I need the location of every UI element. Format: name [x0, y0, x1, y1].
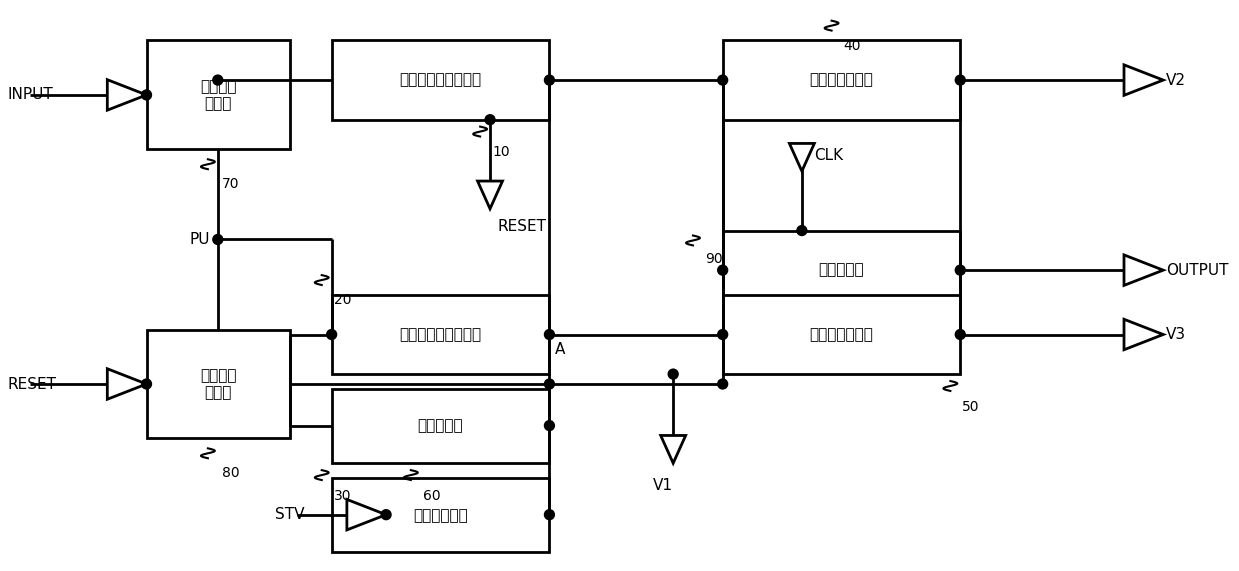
- Polygon shape: [108, 369, 146, 399]
- Text: RESET: RESET: [498, 219, 546, 234]
- Bar: [332, 41, 549, 120]
- Polygon shape: [477, 181, 503, 209]
- Text: 第一下拉子电路: 第一下拉子电路: [809, 73, 873, 87]
- Bar: [332, 478, 549, 552]
- Text: V2: V2: [1166, 73, 1186, 87]
- Bar: [332, 389, 549, 463]
- Text: OUTPUT: OUTPUT: [1166, 263, 1229, 278]
- Text: 90: 90: [705, 252, 722, 266]
- Text: RESET: RESET: [7, 376, 57, 392]
- Text: 30: 30: [333, 489, 351, 503]
- Circle shape: [717, 379, 727, 389]
- Polygon shape: [1124, 65, 1163, 95]
- Polygon shape: [1124, 319, 1163, 350]
- Text: 70: 70: [222, 177, 239, 191]
- Text: V3: V3: [1166, 327, 1186, 342]
- Text: 第一输入
子电路: 第一输入 子电路: [199, 79, 237, 111]
- Text: CLK: CLK: [814, 148, 843, 163]
- Text: 50: 50: [963, 400, 980, 414]
- Circle shape: [955, 75, 965, 85]
- Bar: [146, 329, 290, 439]
- Bar: [146, 41, 290, 150]
- Circle shape: [213, 235, 223, 244]
- Text: STV: STV: [275, 507, 305, 522]
- Bar: [722, 231, 960, 309]
- Circle shape: [382, 510, 392, 520]
- Circle shape: [486, 115, 496, 124]
- Circle shape: [668, 369, 678, 379]
- Text: 40: 40: [844, 38, 861, 53]
- Circle shape: [717, 265, 727, 275]
- Text: 10: 10: [492, 146, 509, 159]
- Text: 储能子电路: 储能子电路: [418, 419, 463, 433]
- Bar: [722, 41, 960, 120]
- Text: 初始化子电路: 初始化子电路: [413, 508, 468, 522]
- Circle shape: [544, 329, 554, 339]
- Text: 80: 80: [222, 466, 239, 480]
- Text: 20: 20: [333, 293, 351, 307]
- Circle shape: [544, 75, 554, 85]
- Circle shape: [797, 226, 807, 235]
- Circle shape: [955, 329, 965, 339]
- Text: A: A: [554, 343, 565, 357]
- Text: 第一下拉控制子电路: 第一下拉控制子电路: [399, 73, 482, 87]
- Polygon shape: [347, 500, 387, 530]
- Bar: [722, 295, 960, 374]
- Text: 输出子电路: 输出子电路: [819, 263, 865, 278]
- Circle shape: [955, 265, 965, 275]
- Circle shape: [544, 379, 554, 389]
- Circle shape: [717, 75, 727, 85]
- Polygon shape: [1124, 255, 1163, 286]
- Bar: [332, 295, 549, 374]
- Circle shape: [717, 329, 727, 339]
- Circle shape: [544, 510, 554, 520]
- Circle shape: [141, 379, 151, 389]
- Text: 第二下拉子电路: 第二下拉子电路: [809, 327, 873, 342]
- Circle shape: [141, 90, 151, 100]
- Circle shape: [327, 329, 337, 339]
- Text: 第二输入
子电路: 第二输入 子电路: [199, 368, 237, 400]
- Text: V1: V1: [653, 478, 673, 493]
- Text: PU: PU: [190, 232, 209, 247]
- Text: 第二下拉控制子电路: 第二下拉控制子电路: [399, 327, 482, 342]
- Polygon shape: [789, 143, 814, 171]
- Polygon shape: [660, 436, 685, 463]
- Circle shape: [213, 75, 223, 85]
- Text: INPUT: INPUT: [7, 87, 53, 102]
- Circle shape: [544, 421, 554, 431]
- Polygon shape: [108, 80, 146, 110]
- Text: 60: 60: [422, 489, 440, 503]
